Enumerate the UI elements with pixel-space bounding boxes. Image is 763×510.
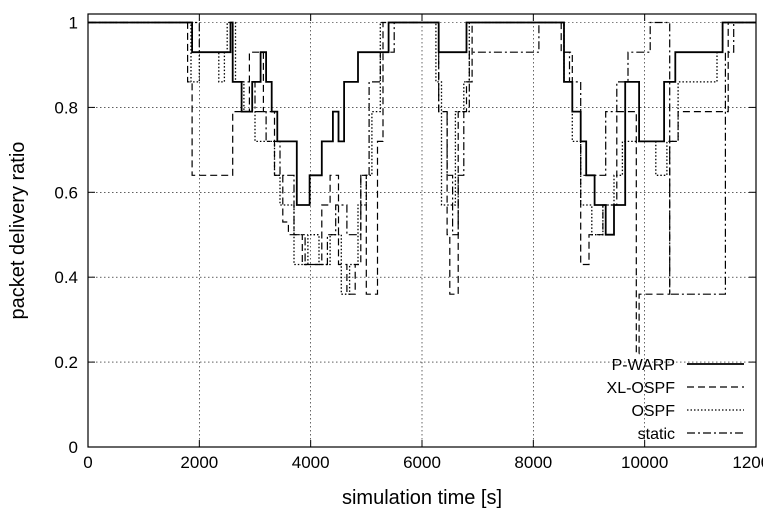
x-tick-label: 10000 bbox=[621, 453, 668, 472]
x-tick-label: 2000 bbox=[180, 453, 218, 472]
legend: P-WARP XL-OSPF OSPF static bbox=[607, 357, 744, 443]
legend-label: OSPF bbox=[631, 403, 675, 420]
y-tick-label: 1 bbox=[69, 13, 78, 32]
legend-label: P-WARP bbox=[612, 357, 675, 374]
y-tick-label: 0.6 bbox=[54, 183, 78, 202]
y-tick-label: 0.2 bbox=[54, 353, 78, 372]
x-tick-label: 6000 bbox=[403, 453, 441, 472]
legend-label: XL-OSPF bbox=[607, 380, 676, 397]
series-line-static bbox=[88, 21, 756, 295]
legend-label: static bbox=[638, 426, 675, 443]
series-lines bbox=[88, 21, 756, 355]
series-line-xl-ospf bbox=[88, 21, 756, 355]
grid bbox=[88, 14, 756, 447]
y-axis-title: packet delivery ratio bbox=[7, 142, 29, 320]
y-tick-label: 0.8 bbox=[54, 98, 78, 117]
x-tick-label: 4000 bbox=[292, 453, 330, 472]
x-tick-label: 8000 bbox=[514, 453, 552, 472]
y-tick-label: 0.4 bbox=[54, 268, 78, 287]
series-line-ospf bbox=[88, 21, 756, 295]
x-axis-title: simulation time [s] bbox=[342, 487, 502, 509]
x-tick-label: 0 bbox=[83, 453, 92, 472]
y-tick-label: 0 bbox=[69, 438, 78, 457]
